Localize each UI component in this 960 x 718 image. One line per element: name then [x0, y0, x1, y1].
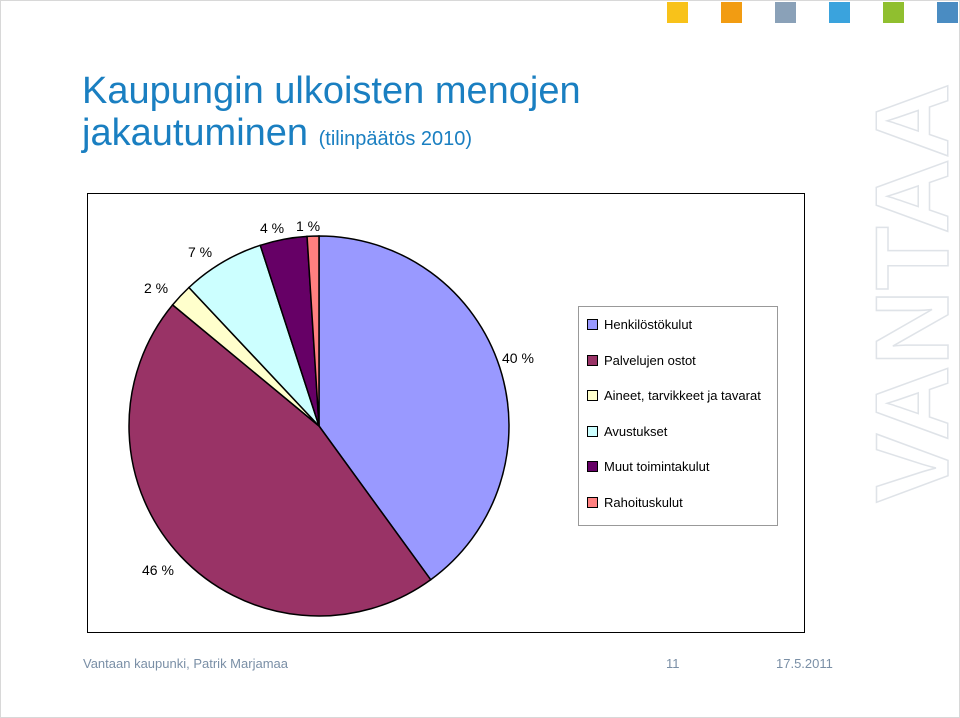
legend-item: Muut toimintakulut: [587, 459, 710, 474]
legend-swatch: [587, 390, 598, 401]
pie-data-label: 40 %: [502, 350, 534, 366]
vantaa-watermark-text: VANTAA: [864, 83, 960, 503]
pie-chart: [128, 235, 510, 617]
title-line-1: Kaupungin ulkoisten menojen: [82, 70, 581, 112]
pie-slice: [318, 235, 510, 581]
legend-label: Henkilöstökulut: [604, 317, 693, 332]
legend-item: Aineet, tarvikkeet ja tavarat: [587, 388, 761, 403]
chart-area: Henkilöstökulut Palvelujen ostot Aineet, t…: [87, 193, 805, 633]
legend-label: Palvelujen ostot: [604, 352, 696, 368]
legend-label: Muut toimintakulut: [604, 459, 710, 474]
legend-swatch: [587, 496, 598, 508]
legend-label: Aineet, tarvikkeet ja tavarat: [604, 388, 761, 403]
chart-legend: Henkilöstökulut Palvelujen ostot Aineet, t…: [578, 306, 778, 526]
pie-data-label: 4 %: [260, 220, 285, 236]
vantaa-watermark: VANTAA: [864, 82, 960, 504]
pie-data-label: 46 %: [142, 562, 174, 578]
legend-item: Avustukset: [587, 424, 667, 439]
legend-item: Henkilöstökulut: [587, 317, 692, 332]
pie-data-label: 2 %: [144, 280, 169, 296]
footer-author: Vantaan kaupunki, Patrik Marjamaa: [83, 656, 288, 671]
title-line-2-text: jakautuminen: [82, 112, 309, 154]
title-line-2: jakautuminen (tilinpäätös 2010): [82, 112, 581, 160]
brand-square: [775, 2, 796, 23]
pie-slice: [306, 235, 320, 427]
pie-slice: [128, 303, 432, 617]
legend-item: Palvelujen ostot: [587, 353, 696, 368]
pie-data-label: 1 %: [296, 218, 321, 234]
brand-square: [721, 2, 742, 23]
footer-date: 17.5.2011: [776, 656, 833, 671]
pie-data-label: 7 %: [188, 244, 213, 260]
legend-swatch: [587, 319, 598, 330]
footer-page-number: 11: [666, 656, 680, 671]
title-subtitle: (tilinpäätös 2010): [318, 128, 473, 150]
brand-square: [883, 2, 904, 23]
legend-label: Avustukset: [604, 423, 668, 439]
brand-square: [829, 2, 850, 23]
legend-swatch: [587, 354, 598, 366]
legend-swatch: [587, 425, 598, 437]
legend-label: Rahoituskulut: [604, 494, 683, 510]
brand-square: [937, 2, 958, 23]
legend-item: Rahoituskulut: [587, 495, 683, 510]
brand-square: [667, 2, 688, 23]
legend-swatch: [587, 461, 598, 472]
slide-title: Kaupungin ulkoisten menojen jakautuminen…: [82, 70, 581, 160]
